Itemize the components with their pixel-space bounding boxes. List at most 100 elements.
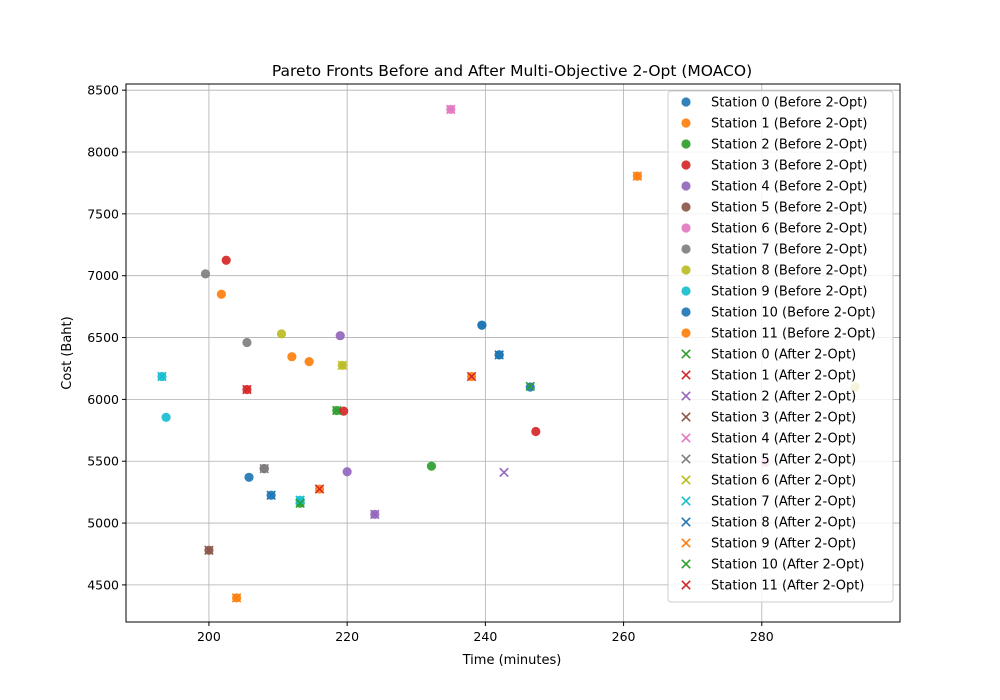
y-tick-label: 7000 <box>87 268 119 283</box>
data-point <box>632 171 643 181</box>
legend-marker <box>681 433 691 443</box>
data-point <box>266 490 276 500</box>
data-point <box>531 426 541 437</box>
y-tick-label: 4500 <box>87 577 119 592</box>
legend-label: Station 1 (After 2-Opt) <box>711 369 856 384</box>
legend-label: Station 6 (Before 2-Opt) <box>711 222 867 237</box>
legend-label: Station 7 (After 2-Opt) <box>711 495 856 510</box>
data-point <box>342 467 352 477</box>
data-point <box>446 104 456 115</box>
legend-entry: Station 9 (After 2-Opt) <box>681 537 856 552</box>
legend-label: Station 5 (Before 2-Opt) <box>711 201 867 216</box>
legend-label: Station 9 (Before 2-Opt) <box>711 285 867 300</box>
legend-label: Station 0 (Before 2-Opt) <box>711 96 867 111</box>
legend-marker <box>681 538 691 548</box>
legend-label: Station 3 (Before 2-Opt) <box>711 159 867 174</box>
legend-entry: Station 6 (Before 2-Opt) <box>681 222 867 237</box>
legend-label: Station 11 (After 2-Opt) <box>711 579 864 594</box>
data-point <box>295 498 305 509</box>
legend: Station 0 (Before 2-Opt) Station 1 (Befor… <box>667 90 894 603</box>
legend-label: Station 2 (After 2-Opt) <box>711 390 856 405</box>
legend-marker <box>681 244 691 254</box>
legend-label: Station 10 (After 2-Opt) <box>711 558 864 573</box>
legend-marker <box>681 223 691 233</box>
legend-marker <box>681 286 691 296</box>
data-point <box>244 472 254 482</box>
legend-entry: Station 4 (After 2-Opt) <box>681 432 856 447</box>
legend-entry: Station 10 (Before 2-Opt) <box>681 306 876 321</box>
legend-entry: Station 9 (Before 2-Opt) <box>681 285 867 300</box>
plot-frame <box>125 83 901 623</box>
legend-label: Station 9 (After 2-Opt) <box>711 537 856 552</box>
data-point <box>216 289 226 299</box>
legend-entry: Station 5 (Before 2-Opt) <box>681 201 867 216</box>
legend-marker <box>681 307 691 317</box>
x-tick-label: 260 <box>612 629 636 644</box>
x-tick-label: 200 <box>197 629 221 644</box>
legend-label: Station 7 (Before 2-Opt) <box>711 243 867 258</box>
y-tick-label: 8000 <box>87 145 119 160</box>
legend-entry: Station 1 (After 2-Opt) <box>681 369 856 384</box>
legend-marker <box>681 349 691 359</box>
legend-marker <box>681 496 691 506</box>
legend-marker <box>681 97 691 107</box>
legend-marker <box>681 412 691 422</box>
legend-marker <box>681 391 691 401</box>
legend-label: Station 3 (After 2-Opt) <box>711 411 856 426</box>
legend-marker <box>681 202 691 212</box>
legend-marker <box>681 559 691 569</box>
data-point <box>370 509 380 520</box>
legend-entry: Station 8 (Before 2-Opt) <box>681 264 867 279</box>
data-point <box>335 331 345 341</box>
legend-frame <box>667 90 894 603</box>
data-point <box>426 461 437 471</box>
data-point <box>525 381 536 392</box>
legend-entry: Station 4 (Before 2-Opt) <box>681 180 867 195</box>
legend-entry: Station 10 (After 2-Opt) <box>681 558 864 573</box>
data-point <box>332 405 342 416</box>
y-axis-label: Cost (Baht) <box>60 316 75 389</box>
data-point <box>221 255 231 265</box>
data-point <box>259 463 269 474</box>
legend-marker <box>681 454 691 464</box>
x-axis-label: Time (minutes) <box>462 653 562 668</box>
legend-label: Station 8 (Before 2-Opt) <box>711 264 867 279</box>
legend-marker <box>681 475 691 485</box>
legend-label: Station 1 (Before 2-Opt) <box>711 117 867 132</box>
legend-marker <box>681 328 691 338</box>
y-tick-label: 5000 <box>87 516 119 531</box>
data-point <box>295 495 305 505</box>
data-point <box>499 467 509 478</box>
legend-entry: Station 3 (After 2-Opt) <box>681 411 856 426</box>
data-point <box>494 350 504 360</box>
legend-entry: Station 8 (After 2-Opt) <box>681 516 856 531</box>
data-point <box>314 484 325 494</box>
legend-label: Station 8 (After 2-Opt) <box>711 516 856 531</box>
legend-marker <box>681 181 691 191</box>
legend-marker <box>681 517 691 527</box>
data-point <box>477 320 487 330</box>
data-point <box>157 371 167 382</box>
legend-marker <box>681 118 691 128</box>
x-tick-label: 220 <box>335 629 359 644</box>
legend-entry: Station 11 (Before 2-Opt) <box>681 327 876 342</box>
chart-title: Pareto Fronts Before and After Multi-Obj… <box>272 62 752 80</box>
data-point <box>231 593 242 603</box>
legend-entry: Station 11 (After 2-Opt) <box>681 579 864 594</box>
data-point <box>337 360 348 371</box>
legend-label: Station 6 (After 2-Opt) <box>711 474 856 489</box>
x-tick-label: 280 <box>750 629 774 644</box>
data-point <box>304 357 314 367</box>
legend-entry: Station 2 (Before 2-Opt) <box>681 138 867 153</box>
legend-label: Station 11 (Before 2-Opt) <box>711 327 876 342</box>
legend-marker <box>681 139 691 149</box>
y-tick-label: 6500 <box>87 330 119 345</box>
legend-label: Station 5 (After 2-Opt) <box>711 453 856 468</box>
y-tick-label: 7500 <box>87 206 119 221</box>
x-tick-label: 240 <box>473 629 497 644</box>
legend-entry: Station 0 (After 2-Opt) <box>681 348 856 363</box>
legend-label: Station 0 (After 2-Opt) <box>711 348 856 363</box>
data-point <box>339 406 349 416</box>
y-tick-label: 8500 <box>87 83 119 98</box>
